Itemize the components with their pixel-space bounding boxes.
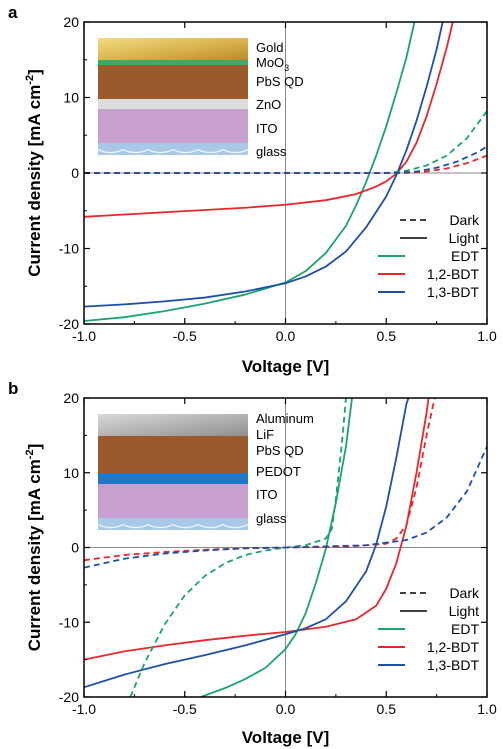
stack-layer-label-text: ITO (256, 121, 277, 136)
stack-layer-label-text: Gold (256, 40, 283, 55)
series-line-edt-light (200, 398, 353, 697)
panel-letter: b (8, 379, 18, 398)
stack-layer (98, 445, 248, 473)
stack-layer (98, 38, 248, 60)
y-axis-title-text: Current density [mA cm (25, 85, 44, 277)
stack-layer-label: LiF (256, 427, 274, 442)
series-line-edt-dark (129, 398, 347, 697)
legend: Dark Light EDT 1,2-BDT 1,3-BDT (378, 212, 480, 300)
stack-layer-label: ITO (256, 487, 277, 502)
stack-layer-label-text: glass (256, 144, 287, 159)
x-tick-label: 0.5 (377, 701, 397, 717)
series-group (84, 22, 487, 322)
stack-layer-label-subscript: 3 (284, 63, 289, 73)
series-line-13-bdt-light (84, 398, 410, 689)
stack-layer-label: PEDOT (256, 464, 301, 479)
series-line-12-bdt-dark (84, 398, 436, 562)
y-tick-label: -10 (59, 614, 79, 630)
legend-label-device: 1,3-BDT (427, 284, 480, 300)
x-axis-title: Voltage [V] (242, 357, 330, 376)
stack-layer (98, 109, 248, 143)
legend-label-dark: Dark (449, 212, 480, 228)
series-line-edt-light (84, 22, 416, 322)
stack-layer (98, 473, 248, 484)
y-axis-title-superscript: -2 (24, 449, 36, 459)
legend-label-device: EDT (451, 621, 479, 637)
y-tick-label: 10 (63, 90, 79, 106)
stack-layer (98, 99, 248, 109)
stack-layer-label: ZnO (256, 97, 281, 112)
stack-layer (98, 414, 248, 436)
x-tick-label: 0.0 (276, 701, 296, 717)
stack-layer (98, 436, 248, 445)
panel-letter: a (8, 3, 18, 22)
y-tick-label: 20 (63, 14, 79, 30)
stack-layer-label: MoO3 (256, 55, 289, 73)
stack-layer-label-text: PbS QD (256, 74, 304, 89)
x-axis-title: Voltage [V] (242, 728, 330, 747)
x-tick-label: 1.0 (477, 701, 497, 717)
legend-label-dark: Dark (449, 585, 480, 601)
stack-layer-label-text: glass (256, 511, 287, 526)
stack-layer-label: glass (256, 511, 287, 526)
y-tick-label: -20 (59, 316, 79, 332)
y-tick-label: 0 (71, 540, 79, 556)
x-tick-label: -1.0 (72, 328, 96, 344)
series-line-13-bdt-dark (84, 145, 487, 174)
y-axis-title-text: Current density [mA cm (25, 459, 44, 651)
y-tick-label: 10 (63, 465, 79, 481)
stack-layer-label: PbS QD (256, 74, 304, 89)
stack-layer-label-text: PEDOT (256, 464, 301, 479)
y-tick-label: -20 (59, 689, 79, 705)
x-tick-label: 1.0 (477, 328, 497, 344)
y-axis-title-close: ] (25, 69, 44, 75)
stack-layer (98, 60, 248, 65)
x-tick-label: -0.5 (173, 701, 197, 717)
y-tick-label: 20 (63, 390, 79, 406)
stack-layer-label-text: ZnO (256, 97, 281, 112)
series-line-13-bdt-light (84, 22, 444, 308)
glass-wave (97, 523, 249, 529)
y-axis-title: Current density [mA cm-2] (24, 444, 44, 652)
series-line-12-bdt-dark (84, 154, 487, 174)
x-tick-label: -1.0 (72, 701, 96, 717)
stack-layer (98, 65, 248, 99)
stack-layer-label: Aluminum (256, 411, 314, 426)
series-group (84, 398, 487, 697)
stack-layer-label-text: MoO (256, 55, 284, 70)
stack-layer-label-text: LiF (256, 427, 274, 442)
legend-label-light: Light (449, 230, 479, 246)
legend-label-light: Light (449, 603, 479, 619)
glass-wave (97, 148, 249, 154)
legend: Dark Light EDT 1,2-BDT 1,3-BDT (378, 585, 480, 673)
stack-layer-label-text: ITO (256, 487, 277, 502)
stack-layer-label: Gold (256, 40, 283, 55)
x-tick-label: 0.0 (276, 328, 296, 344)
y-axis-title-superscript: -2 (24, 75, 36, 85)
y-tick-label: -10 (59, 241, 79, 257)
legend-label-device: 1,3-BDT (427, 657, 480, 673)
y-axis-title: Current density [mA cm-2] (24, 69, 44, 277)
stack-layer-label: glass (256, 144, 287, 159)
legend-label-device: 1,2-BDT (427, 266, 480, 282)
series-line-12-bdt-light (84, 22, 454, 218)
stack-layer-label-text: PbS QD (256, 443, 304, 458)
stack-layer-label-text: Aluminum (256, 411, 314, 426)
y-tick-label: 0 (71, 165, 79, 181)
stack-layer-label: PbS QD (256, 443, 304, 458)
stack-layer (98, 484, 248, 518)
legend-label-device: 1,2-BDT (427, 639, 480, 655)
y-axis-title-close: ] (25, 444, 44, 450)
stack-layer-label: ITO (256, 121, 277, 136)
series-line-12-bdt-light (84, 398, 430, 661)
x-tick-label: -0.5 (173, 328, 197, 344)
series-line-13-bdt-dark (84, 446, 487, 569)
x-tick-label: 0.5 (377, 328, 397, 344)
legend-label-device: EDT (451, 248, 479, 264)
